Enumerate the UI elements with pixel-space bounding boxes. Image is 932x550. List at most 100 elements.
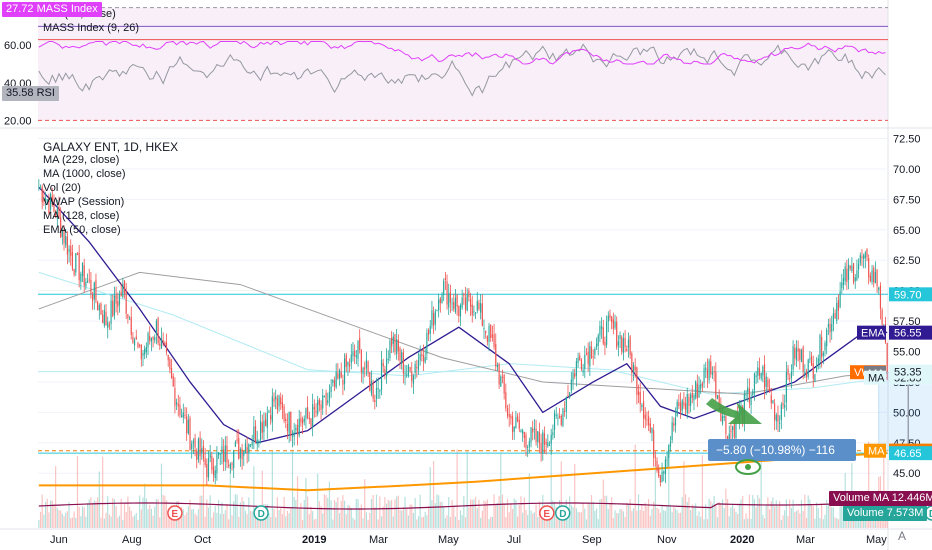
candle-body [695,381,697,398]
candle-body [824,343,826,351]
volume-bar [359,507,361,528]
volume-bar [238,516,240,528]
candle-body [600,326,603,329]
candle-body [313,407,315,410]
candle-body [700,384,702,389]
candle-body [876,269,878,287]
candle-body [265,419,267,426]
price-tick-label: 65.00 [893,225,921,237]
candle-body [579,355,581,361]
indicator-legend-4[interactable]: MA (128, close) [43,210,120,222]
volume-bar [579,512,581,528]
candle-body [819,335,821,362]
indicator-legend-1[interactable]: MA (1000, close) [43,168,126,180]
indicator-legend-5[interactable]: EMA (50, close) [43,224,121,236]
volume-bar [157,499,159,528]
volume-bar [132,516,134,528]
candle-body [56,208,58,219]
candle-body [757,367,759,376]
volume-bar [511,508,514,528]
volume-bar [698,511,700,528]
candle-body [790,371,792,378]
candle-body [594,348,596,355]
candle-body [90,279,92,295]
candle-body [745,394,747,396]
volume-bar [669,504,672,528]
candle-body [478,302,480,309]
candle-body [170,368,173,379]
candle-body [718,395,720,406]
volume-bar [493,494,495,528]
volume-bar [837,519,840,528]
candle-body [325,392,327,406]
candle-body [179,404,181,416]
volume-bar [664,511,667,528]
price-tick-label: 50.00 [893,407,921,419]
volume-bar [144,483,146,528]
green-arrow-drawing [706,398,762,424]
volume-bar [83,507,85,528]
candle-body [359,337,361,350]
candle-body [485,331,487,334]
candle-body [636,367,638,395]
candle-body [374,399,376,403]
volume-bar [826,499,828,528]
candle-body [246,447,248,454]
candle-body [130,316,132,336]
candle-body [39,188,42,190]
indicator-legend-3[interactable]: VWAP (Session) [43,196,125,208]
candle-body [233,450,235,469]
volume-bar [58,510,60,528]
candle-body [113,295,116,316]
volume-bar [206,499,208,528]
volume-bar [570,504,572,528]
candle-body [780,404,782,421]
volume-bar [718,502,720,528]
volume-bar [513,498,515,528]
candle-body [614,321,616,328]
volume-bar [360,504,362,528]
volume-bar [424,511,426,528]
price-tick-label: 67.50 [893,194,921,206]
candle-body [708,360,710,381]
candle-body [869,275,871,282]
volume-bar [471,499,473,528]
candle-body [196,450,198,460]
volume-bar [417,516,420,528]
candle-body [345,354,347,368]
candle-body [419,354,421,361]
candle-body [228,465,230,467]
candle-body [656,460,658,472]
candle-body [515,417,517,428]
volume-bar [92,502,94,528]
volume-bar [217,500,220,528]
candle-body [286,423,289,431]
volume-bar [459,510,462,528]
candle-body [666,459,668,461]
volume-bar [668,448,670,528]
indicator-legend-2[interactable]: Vol (20) [43,182,81,194]
volume-bar [322,513,324,528]
volume-bar [80,516,82,528]
volume-bar [285,516,287,528]
measure-label: −5.80 (−10.98%) −116 [716,443,835,457]
candle-body [654,456,656,458]
volume-bar [688,497,690,528]
candle-body [770,395,772,404]
candle-body [849,266,851,269]
candle-body [249,445,252,447]
volume-bar [318,501,320,528]
volume-bar [614,510,616,528]
indicator-legend-0[interactable]: MA (229, close) [43,154,120,166]
volume-bar [127,496,129,528]
candle-body [767,379,769,388]
volume-bar [338,513,341,528]
candle-body [569,392,571,398]
auto-scale-button[interactable]: A [898,529,907,543]
volume-bar [532,513,534,528]
volume-bar [204,516,206,528]
candle-body [199,437,201,457]
candle-body [483,328,485,330]
volume-bar [251,511,253,528]
